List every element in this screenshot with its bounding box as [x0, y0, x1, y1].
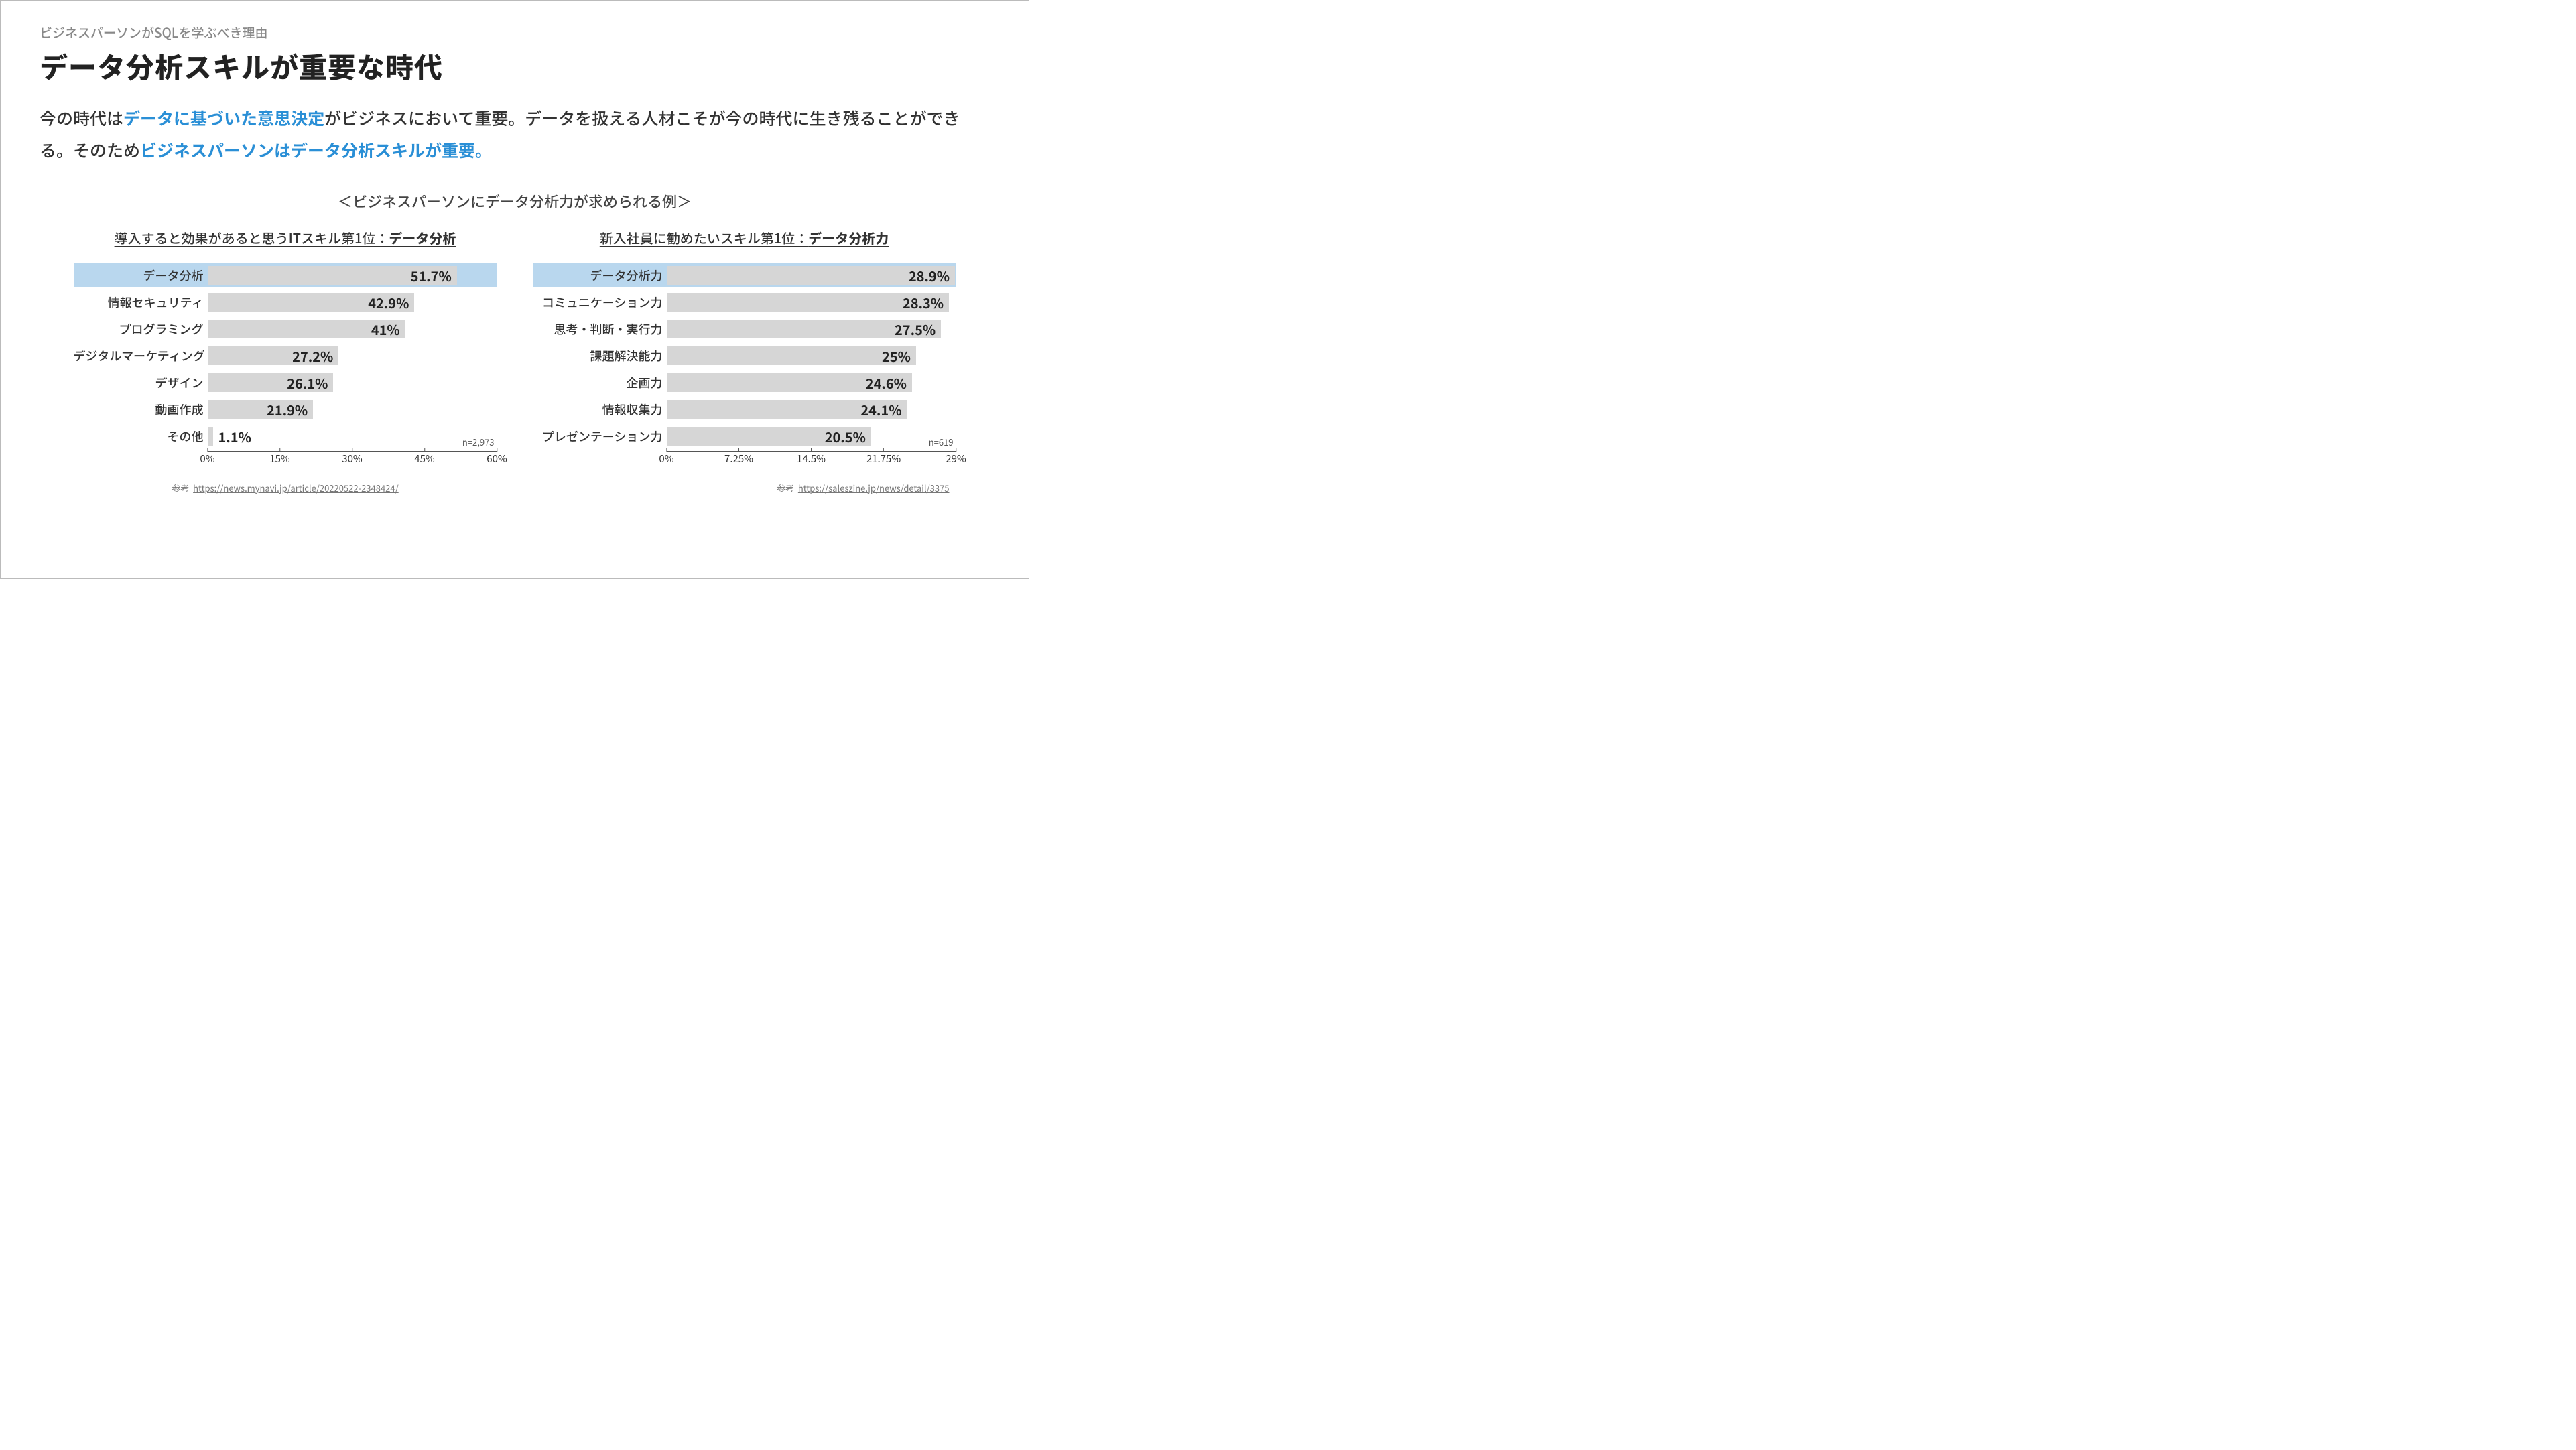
bar: 26.1%: [208, 373, 334, 392]
x-tick: 60%: [487, 448, 507, 462]
bar-row-label: プログラミング: [74, 320, 208, 338]
bar-row-label: その他: [74, 427, 208, 445]
chart-right-n: n=619: [929, 436, 954, 448]
bar: 21.9%: [208, 400, 314, 419]
bar-row-plot: 25%: [667, 344, 956, 368]
chart-left-x-axis: 0%15%30%45%60%: [208, 451, 497, 470]
chart-right-ref: 参考 https://saleszine.jp/news/detail/3375: [533, 482, 956, 495]
slide-title: データ分析スキルが重要な時代: [40, 46, 990, 86]
x-tick: 21.75%: [866, 448, 901, 462]
ref-label: 参考: [172, 482, 189, 495]
bar: 20.5%: [667, 427, 871, 446]
bar-row: 課題解決能力25%: [533, 344, 956, 368]
bar-row-plot: 51.7%: [208, 263, 497, 287]
chart-left-title: 導入すると効果があると思うITスキル第1位：データ分析: [74, 228, 497, 247]
bar-row-plot: 27.2%: [208, 344, 497, 368]
bar-row: データ分析51.7%: [74, 263, 497, 287]
bar-row: 情報セキュリティ42.9%: [74, 290, 497, 314]
bar-row-plot: 41%: [208, 317, 497, 341]
chart-right-ref-link[interactable]: https://saleszine.jp/news/detail/3375: [798, 482, 950, 495]
bar: 24.1%: [667, 400, 907, 419]
chart-right: 新入社員に勧めたいスキル第1位：データ分析力 データ分析力28.9%コミュニケー…: [517, 228, 972, 495]
chart-left-ref: 参考 https://news.mynavi.jp/article/202205…: [74, 482, 497, 495]
chart-left-plot: データ分析51.7%情報セキュリティ42.9%プログラミング41%デジタルマーケ…: [74, 263, 497, 470]
bar-row-label: デジタルマーケティング: [74, 347, 208, 365]
x-tick: 0%: [659, 448, 673, 462]
bar-row: その他 1.1%: [74, 424, 497, 448]
x-tick: 7.25%: [724, 448, 753, 462]
chart-left-title-strong: データ分析: [389, 228, 456, 247]
bar-row-label: 情報収集力: [533, 401, 667, 418]
bar-row-plot: 27.5%: [667, 317, 956, 341]
chart-left-n: n=2,973: [462, 436, 495, 448]
bar-row: プログラミング41%: [74, 317, 497, 341]
chart-left-title-pre: 導入すると効果があると思うITスキル第1位：: [115, 228, 389, 247]
bar: 27.5%: [667, 320, 942, 338]
chart-right-title: 新入社員に勧めたいスキル第1位：データ分析力: [533, 228, 956, 247]
ref-label: 参考: [777, 482, 794, 495]
bar-row-plot: 24.6%: [667, 371, 956, 395]
bar-row: 動画作成21.9%: [74, 397, 497, 421]
chart-right-x-axis: 0%7.25%14.5%21.75%29%: [667, 451, 956, 470]
bar: 27.2%: [208, 346, 339, 365]
bar-row-label: データ分析力: [533, 267, 667, 284]
chart-right-title-pre: 新入社員に勧めたいスキル第1位：: [600, 228, 808, 247]
bar-row: デジタルマーケティング27.2%: [74, 344, 497, 368]
bar-row-plot: 28.3%: [667, 290, 956, 314]
bar-row: デザイン26.1%: [74, 371, 497, 395]
bar-row: コミュニケーション力28.3%: [533, 290, 956, 314]
bar-row: 企画力24.6%: [533, 371, 956, 395]
bar-row-label: 動画作成: [74, 401, 208, 418]
bar-row-label: 思考・判断・実行力: [533, 320, 667, 338]
charts-container: 導入すると効果があると思うITスキル第1位：データ分析 データ分析51.7%情報…: [40, 228, 990, 495]
x-tick: 0%: [200, 448, 214, 462]
bar-row-plot: 24.1%: [667, 397, 956, 421]
example-heading: ＜ビジネスパーソンにデータ分析力が求められる例＞: [40, 190, 990, 212]
bar-row-plot: 26.1%: [208, 371, 497, 395]
bar: 24.6%: [667, 373, 912, 392]
bar-row-label: 企画力: [533, 374, 667, 391]
bar: 42.9%: [208, 293, 415, 312]
bar-value: 1.1%: [218, 427, 251, 446]
slide: ビジネスパーソンがSQLを学ぶべき理由 データ分析スキルが重要な時代 今の時代は…: [0, 0, 1029, 579]
bar: 28.3%: [667, 293, 950, 312]
lead-highlight-2: ビジネスパーソンはデータ分析スキルが重要。: [140, 138, 492, 162]
bar: 28.9%: [667, 266, 956, 285]
x-tick: 30%: [342, 448, 362, 462]
bar-row-label: データ分析: [74, 267, 208, 284]
lead-highlight-1: データに基づいた意思決定: [123, 106, 324, 130]
chart-left: 導入すると効果があると思うITスキル第1位：データ分析 データ分析51.7%情報…: [58, 228, 513, 495]
lead-text-1: 今の時代は: [40, 106, 123, 130]
bar: 25%: [667, 346, 916, 365]
bar: 51.7%: [208, 266, 457, 285]
x-tick: 45%: [414, 448, 434, 462]
bar-row-label: 情報セキュリティ: [74, 293, 208, 311]
slide-subtitle: ビジネスパーソンがSQLを学ぶべき理由: [40, 23, 990, 42]
bar-row: 情報収集力24.1%: [533, 397, 956, 421]
bar-row-plot: 20.5%: [667, 424, 956, 448]
chart-right-title-strong: データ分析力: [808, 228, 889, 247]
bar-row: 思考・判断・実行力27.5%: [533, 317, 956, 341]
lead-paragraph: 今の時代はデータに基づいた意思決定がビジネスにおいて重要。データを扱える人材こそ…: [40, 103, 990, 166]
bar-row: プレゼンテーション力20.5%: [533, 424, 956, 448]
chart-left-ref-link[interactable]: https://news.mynavi.jp/article/20220522-…: [193, 482, 399, 495]
bar-row-label: プレゼンテーション力: [533, 427, 667, 445]
x-tick: 29%: [946, 448, 966, 462]
bar: 41%: [208, 320, 405, 338]
chart-right-plot: データ分析力28.9%コミュニケーション力28.3%思考・判断・実行力27.5%…: [533, 263, 956, 470]
bar: [208, 427, 213, 446]
bar-row-label: コミュニケーション力: [533, 293, 667, 311]
x-tick: 15%: [269, 448, 289, 462]
bar-row-label: デザイン: [74, 374, 208, 391]
bar-row-plot: 28.9%: [667, 263, 956, 287]
x-tick: 14.5%: [797, 448, 826, 462]
bar-row-plot: 21.9%: [208, 397, 497, 421]
bar-row-plot: 42.9%: [208, 290, 497, 314]
bar-row: データ分析力28.9%: [533, 263, 956, 287]
bar-row-plot: 1.1%: [208, 424, 497, 448]
bar-row-label: 課題解決能力: [533, 347, 667, 365]
